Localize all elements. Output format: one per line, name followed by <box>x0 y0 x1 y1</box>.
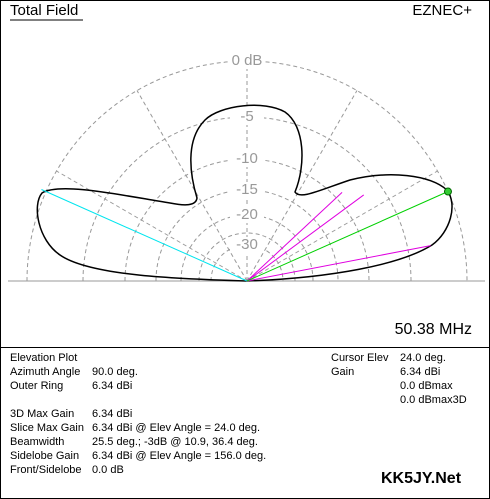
ring-label-bg <box>230 182 264 198</box>
brand: KK5JY.Net <box>381 470 462 487</box>
ring-label: 0 dB <box>232 52 263 69</box>
info-value: 90.0 deg. <box>92 366 138 378</box>
info-panel: Elevation Plot Azimuth Angle 90.0 deg. Oute… <box>10 352 467 476</box>
pattern <box>36 104 453 282</box>
cursor-line <box>246 191 343 282</box>
info-value: 24.0 deg. <box>400 352 446 364</box>
ring-label: -15 <box>236 181 258 198</box>
cursor-line <box>246 194 365 282</box>
info-value: 6.34 dBi <box>92 380 132 392</box>
info-label: Elevation Plot <box>10 352 77 364</box>
ring <box>180 214 314 282</box>
spoke <box>136 90 248 282</box>
ring-label-bg <box>230 53 264 69</box>
info-value: 6.34 dBi @ Elev Angle = 24.0 deg. <box>92 422 260 434</box>
ring-label: -5 <box>240 108 253 125</box>
ring-label: -30 <box>236 236 258 253</box>
spoke <box>56 170 248 282</box>
info-label: Sidelobe Gain <box>10 450 79 462</box>
cursor-line <box>41 189 248 282</box>
ring <box>82 116 412 282</box>
info-value: 6.34 dBi <box>400 366 440 378</box>
plot-title: Total Field <box>10 2 78 19</box>
info-value: 0.0 dB <box>92 464 124 476</box>
cursor-line <box>246 191 449 282</box>
info-label: Slice Max Gain <box>10 422 84 434</box>
info-value: 0.0 dBmax <box>400 380 453 392</box>
cursor-dot <box>443 187 452 196</box>
info-value: 6.34 dBi <box>92 408 132 420</box>
ring-label-bg <box>230 109 264 125</box>
info-label: Gain <box>331 366 354 378</box>
polar-plot: 0 dB -5 -10 -15 -20 -30 <box>8 52 485 282</box>
info-value: 0.0 dBmax3D <box>400 394 467 406</box>
ring-label: -10 <box>236 150 258 167</box>
ring-label-bg <box>230 237 264 253</box>
ring-label-bg <box>230 151 264 167</box>
info-value: 6.34 dBi @ Elev Angle = 156.0 deg. <box>92 450 266 462</box>
ring-label-bg <box>230 207 264 223</box>
info-label: Outer Ring <box>10 380 63 392</box>
ring <box>198 232 296 282</box>
frequency: 50.38 MHz <box>395 321 472 338</box>
info-value: 25.5 deg.; -3dB @ 10.9, 36.4 deg. <box>92 436 258 448</box>
info-label: Cursor Elev <box>331 352 389 364</box>
info-label: Front/Sidelobe <box>10 464 82 476</box>
spoke <box>246 170 438 282</box>
info-label: 3D Max Gain <box>10 408 74 420</box>
program-name: EZNEC+ <box>412 2 472 19</box>
info-label: Azimuth Angle <box>10 366 80 378</box>
cursor-line <box>246 245 431 282</box>
info-label: Beamwidth <box>10 436 64 448</box>
spoke <box>246 90 358 282</box>
ring-label: -20 <box>236 206 258 223</box>
